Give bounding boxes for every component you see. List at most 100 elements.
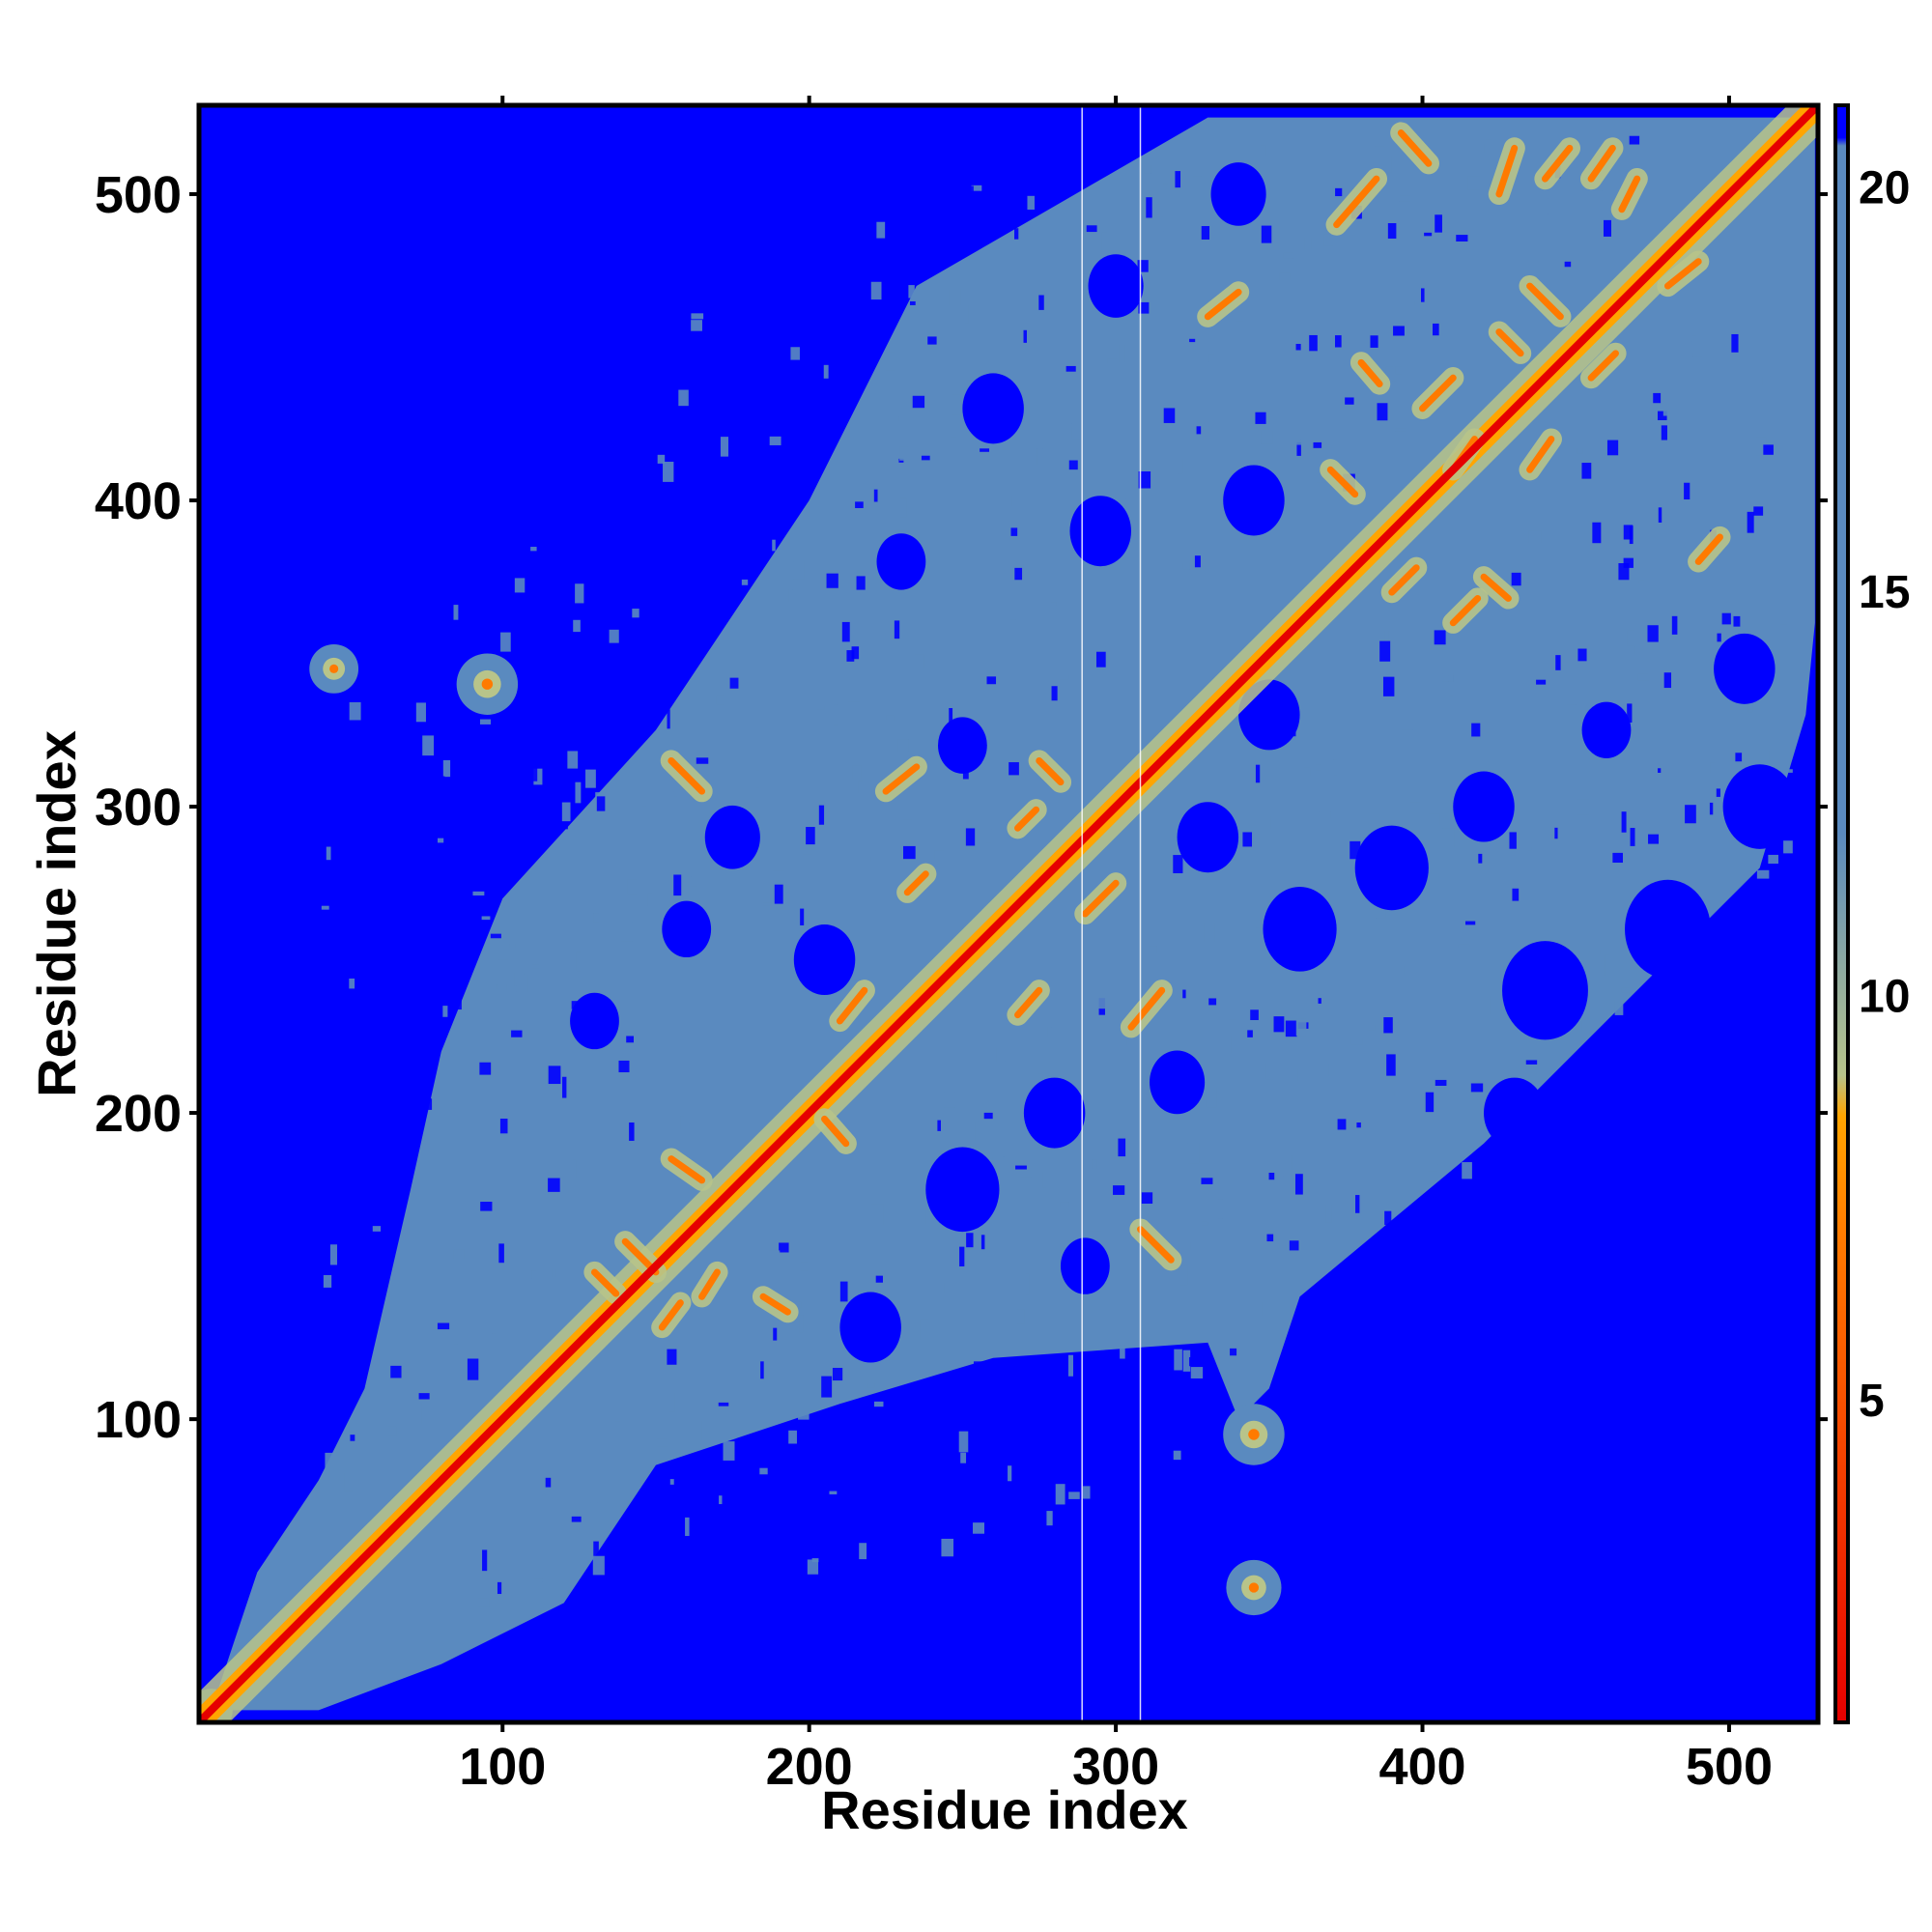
speckle bbox=[1227, 1035, 1232, 1054]
speckle bbox=[1425, 1092, 1435, 1113]
speckle bbox=[1228, 1019, 1236, 1030]
hole bbox=[1625, 879, 1711, 979]
speckle bbox=[949, 707, 953, 728]
speckle bbox=[1333, 759, 1338, 776]
contact-streak bbox=[1618, 175, 1641, 213]
speckle bbox=[573, 717, 585, 738]
speckle bbox=[1315, 764, 1321, 771]
speckle bbox=[1658, 507, 1662, 523]
speckle bbox=[1657, 411, 1667, 420]
speckle bbox=[660, 1482, 668, 1489]
speckle bbox=[895, 416, 899, 422]
speckle bbox=[1603, 219, 1611, 237]
speckle bbox=[1317, 482, 1326, 493]
contact-blob-center bbox=[481, 678, 494, 690]
speckle bbox=[1442, 673, 1454, 682]
speckle bbox=[1013, 228, 1019, 240]
speckle bbox=[760, 1361, 764, 1379]
speckle bbox=[719, 1495, 723, 1505]
speckle bbox=[691, 1592, 698, 1614]
speckle bbox=[1275, 810, 1286, 829]
speckle bbox=[667, 709, 670, 729]
speckle bbox=[609, 629, 619, 643]
speckle bbox=[336, 933, 349, 954]
speckle bbox=[552, 1135, 558, 1149]
contact-streak bbox=[1357, 358, 1383, 388]
speckle bbox=[1196, 426, 1202, 435]
speckle bbox=[1242, 832, 1253, 847]
speckle bbox=[973, 1361, 985, 1377]
speckle bbox=[949, 289, 961, 306]
speckle bbox=[1385, 366, 1394, 380]
speckle bbox=[983, 1112, 993, 1120]
contact-streak bbox=[658, 1299, 684, 1331]
speckle bbox=[632, 609, 639, 618]
speckle bbox=[512, 526, 516, 534]
speckle bbox=[1386, 1054, 1396, 1076]
speckle bbox=[1782, 769, 1793, 773]
speckle bbox=[506, 823, 518, 844]
speckle bbox=[552, 1268, 556, 1278]
speckle bbox=[873, 489, 878, 502]
speckle bbox=[1756, 869, 1770, 879]
speckle bbox=[1289, 439, 1301, 445]
speckle bbox=[593, 1541, 599, 1559]
speckle bbox=[627, 879, 638, 895]
speckle bbox=[1261, 430, 1273, 444]
speckle bbox=[960, 1452, 967, 1463]
speckle bbox=[1280, 846, 1293, 857]
speckle bbox=[387, 1112, 399, 1122]
speckle bbox=[1721, 612, 1731, 625]
hole bbox=[937, 717, 987, 774]
y-axis: 100 200 300 400 500 bbox=[95, 166, 1828, 1449]
speckle bbox=[1366, 1024, 1376, 1031]
speckle bbox=[852, 765, 862, 780]
speckle bbox=[576, 952, 582, 972]
speckle bbox=[826, 573, 838, 588]
speckle bbox=[1555, 655, 1561, 670]
speckle bbox=[1384, 630, 1389, 646]
speckle bbox=[1414, 301, 1423, 306]
speckle bbox=[832, 284, 839, 301]
speckle bbox=[442, 759, 451, 778]
speckle bbox=[840, 1175, 854, 1190]
speckle bbox=[1783, 840, 1793, 854]
speckle bbox=[530, 547, 537, 552]
contact-streak bbox=[1694, 533, 1723, 565]
speckle bbox=[1283, 252, 1293, 259]
speckle bbox=[1606, 440, 1619, 456]
speckle bbox=[1072, 981, 1084, 989]
speckle bbox=[452, 991, 462, 1010]
speckle bbox=[1462, 1162, 1472, 1179]
speckle bbox=[1101, 232, 1108, 254]
speckle bbox=[1577, 799, 1590, 815]
speckle bbox=[442, 1006, 448, 1017]
speckle bbox=[462, 811, 471, 826]
hole bbox=[1722, 764, 1797, 849]
speckle bbox=[1068, 1492, 1080, 1499]
speckle bbox=[873, 1401, 884, 1407]
hole bbox=[1177, 802, 1239, 873]
contact-streak bbox=[836, 986, 868, 1025]
speckle bbox=[492, 1325, 497, 1334]
speckle bbox=[823, 364, 829, 379]
contact-streak bbox=[1137, 1226, 1175, 1264]
speckle bbox=[1399, 195, 1411, 202]
speckle bbox=[839, 1281, 848, 1302]
speckle bbox=[1060, 1202, 1069, 1208]
speckle bbox=[1684, 482, 1690, 500]
speckle bbox=[656, 1438, 668, 1447]
speckle bbox=[1554, 827, 1558, 839]
speckle bbox=[846, 650, 855, 662]
hole bbox=[1605, 1032, 1668, 1103]
speckle bbox=[541, 613, 550, 636]
speckle bbox=[832, 1368, 843, 1381]
speckle bbox=[1612, 852, 1623, 864]
speckle bbox=[1384, 1210, 1392, 1226]
speckle bbox=[585, 769, 596, 788]
speckle bbox=[657, 454, 666, 464]
contact-streak bbox=[668, 756, 706, 795]
speckle bbox=[817, 1596, 821, 1604]
speckle bbox=[934, 850, 945, 860]
speckle bbox=[1283, 1154, 1293, 1177]
